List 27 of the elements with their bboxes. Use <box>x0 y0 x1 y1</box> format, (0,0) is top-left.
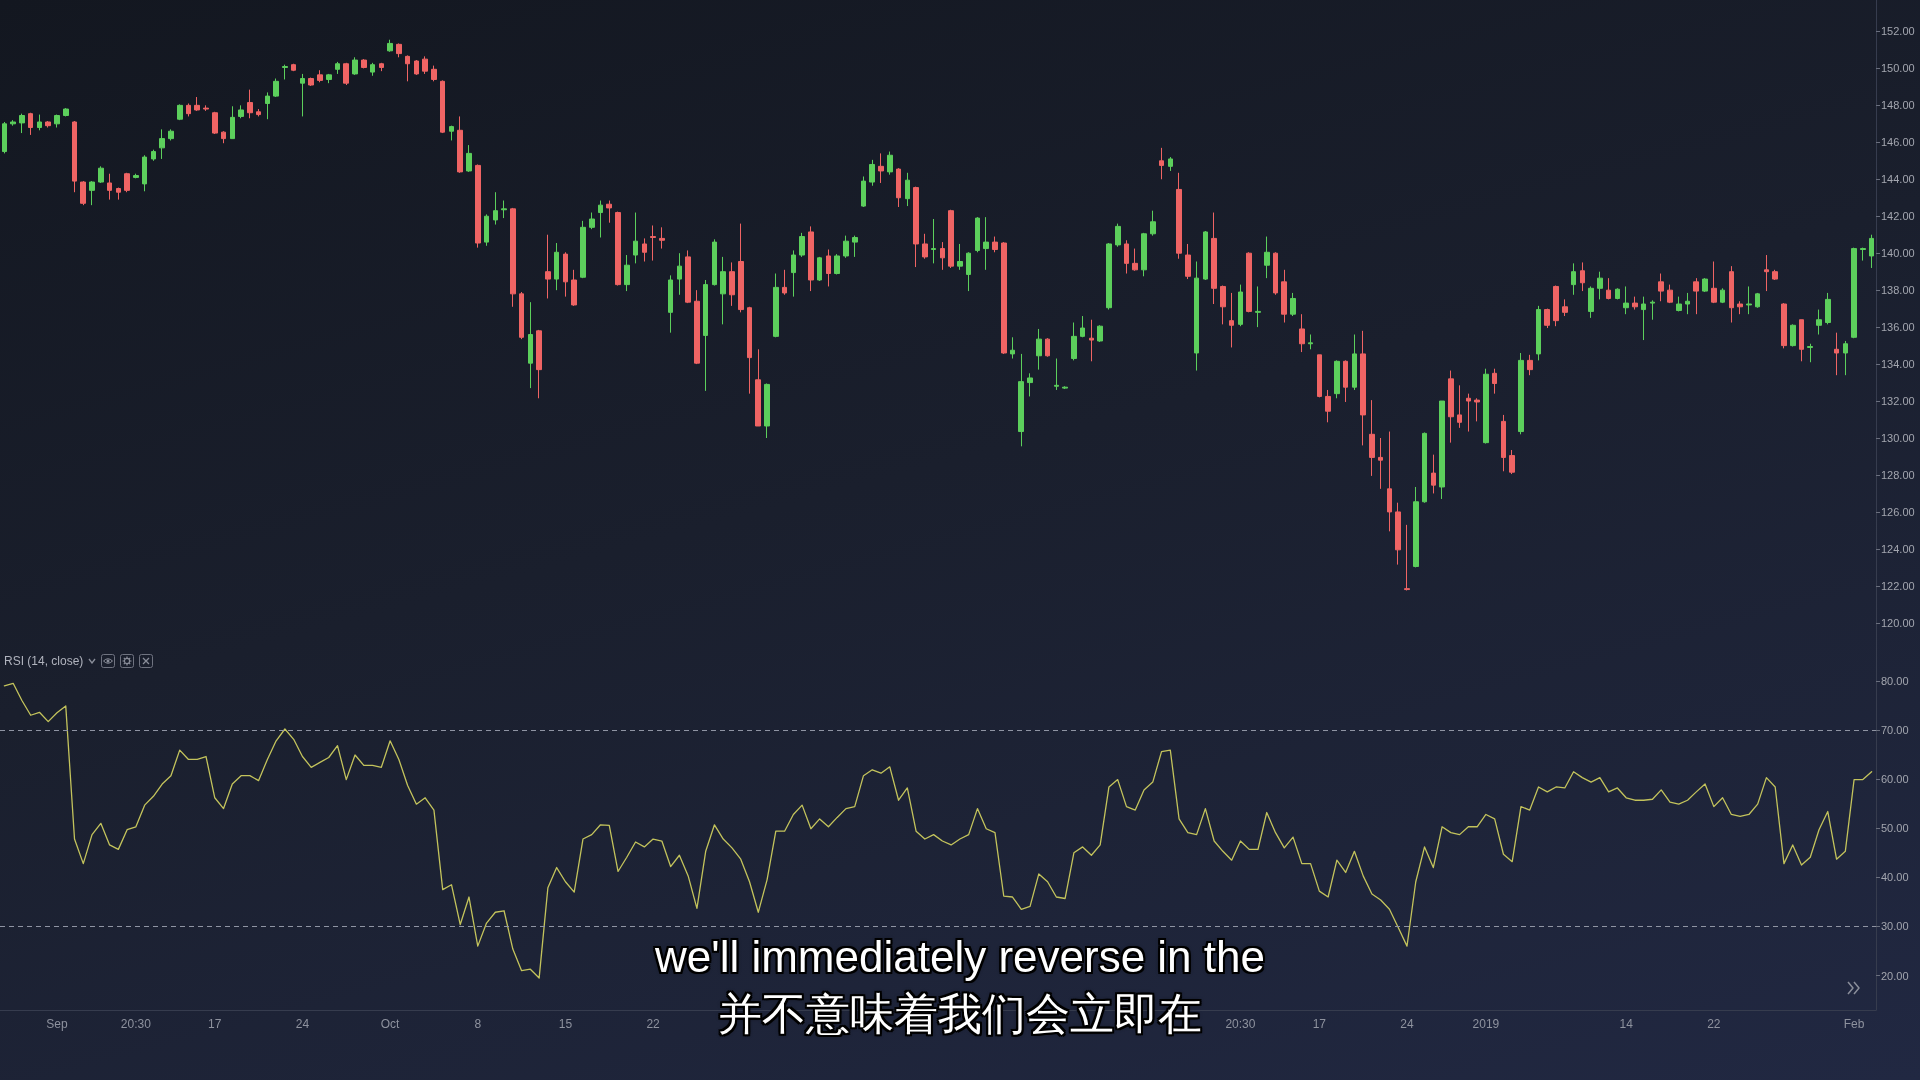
x-tick-label: Sep <box>46 1017 68 1031</box>
candlestick <box>124 172 130 193</box>
candlestick <box>19 113 25 134</box>
x-tick-label: 20:30 <box>120 1017 152 1031</box>
candlestick <box>37 114 42 131</box>
candlestick <box>151 149 156 162</box>
candlestick <box>159 128 165 160</box>
candlestick <box>142 154 147 192</box>
candlestick <box>194 96 200 112</box>
candlestick <box>10 119 16 127</box>
candlestick <box>45 120 51 129</box>
candlestick <box>177 103 183 121</box>
candlestick <box>98 165 104 184</box>
candlestick <box>28 112 33 136</box>
candlestick <box>89 180 95 206</box>
candlestick <box>133 173 139 179</box>
text: RSI (14, close) <box>4 654 84 668</box>
candlestick <box>2 121 7 154</box>
candlestick <box>116 187 121 201</box>
candlestick <box>54 114 60 129</box>
candlestick <box>168 128 174 141</box>
candlestick <box>63 107 69 117</box>
candlestick <box>186 103 191 117</box>
candlestick <box>203 104 209 112</box>
candlestick <box>107 173 112 201</box>
candlestick <box>80 180 86 206</box>
candlestick <box>72 120 77 193</box>
